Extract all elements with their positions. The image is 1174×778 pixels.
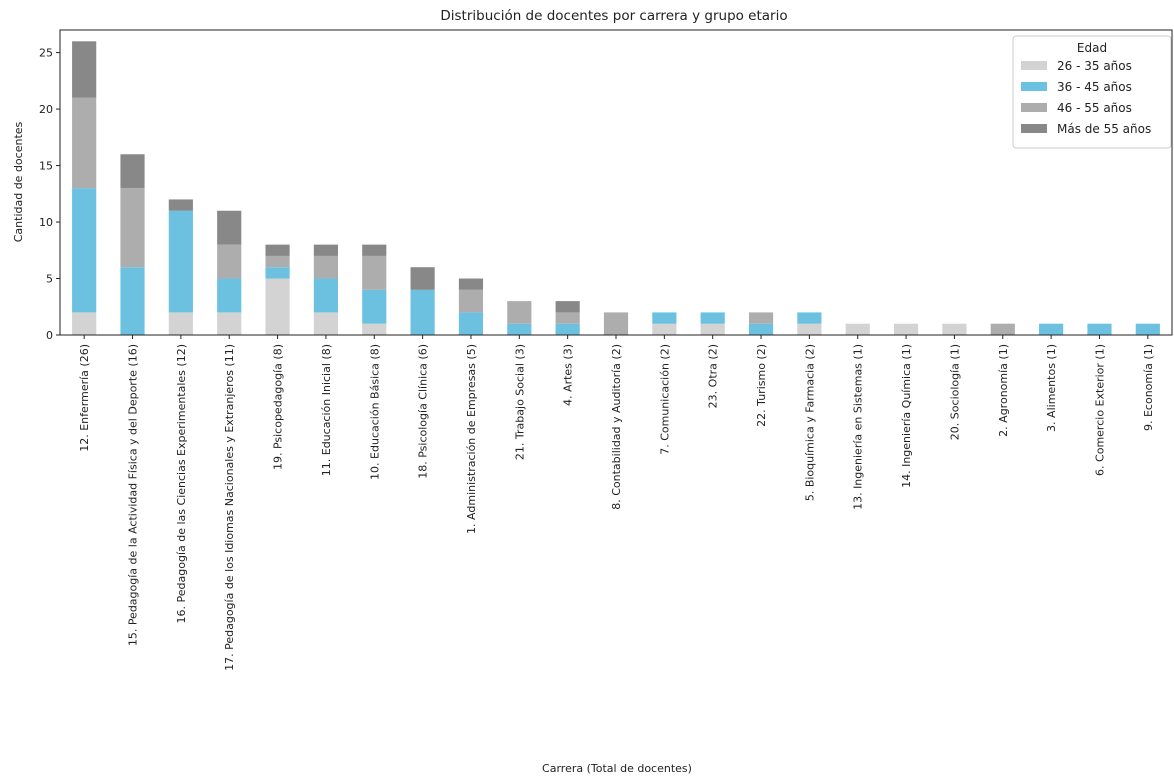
bar-segment-2-22 xyxy=(1087,323,1112,335)
bar-segment-4-2 xyxy=(120,154,145,189)
bar-segment-2-16 xyxy=(797,312,822,324)
bar-segment-2-15 xyxy=(748,323,774,335)
bar-segment-3-9 xyxy=(458,289,484,313)
x-tick-label: 3. Alimentos (1) xyxy=(1045,344,1058,432)
bar-segment-2-6 xyxy=(313,278,338,313)
x-tick-label: 19. Psicopedagogía (8) xyxy=(272,344,285,470)
x-tick-label: 21. Trabajo Social (3) xyxy=(513,344,526,460)
x-tick-label: 13. Ingeniería en Sistemas (1) xyxy=(852,344,865,510)
y-tick-label: 0 xyxy=(46,329,53,342)
bar-segment-4-5 xyxy=(265,244,290,256)
bar-segment-3-11 xyxy=(555,312,580,324)
bar-segment-2-8 xyxy=(410,289,435,335)
legend-label-4: Más de 55 años xyxy=(1057,122,1151,136)
y-axis-title: Cantidad de docentes xyxy=(12,121,25,242)
bar-segment-4-4 xyxy=(217,210,242,245)
bar-segment-1-6 xyxy=(313,312,338,335)
bar-segment-4-11 xyxy=(555,301,580,313)
bar-segment-2-13 xyxy=(652,312,677,324)
bar-segment-2-7 xyxy=(362,289,387,324)
x-tick-label: 5. Bioquímica y Farmacia (2) xyxy=(803,344,816,501)
x-tick-label: 22. Turismo (2) xyxy=(755,344,768,427)
legend-box xyxy=(1012,35,1172,149)
bar-segment-1-14 xyxy=(700,323,725,335)
bar-segment-2-14 xyxy=(700,312,725,324)
bar-segment-1-7 xyxy=(362,323,387,335)
x-tick-label: 4. Artes (3) xyxy=(562,344,575,406)
bar-segment-1-17 xyxy=(845,323,870,335)
x-tick-label: 1. Administración de Empresas (5) xyxy=(465,344,478,534)
x-tick-label: 9. Economía (1) xyxy=(1142,344,1155,431)
y-tick-label: 10 xyxy=(39,216,53,229)
x-axis-title: Carrera (Total de docentes) xyxy=(542,762,692,775)
bar-segment-1-13 xyxy=(652,323,677,335)
x-tick-label: 20. Sociología (1) xyxy=(948,344,961,440)
legend: Edad 26 - 35 años 36 - 45 años 46 - 55 años… xyxy=(1012,35,1172,149)
x-tick-label: 17. Pedagogía de los Idiomas Nacionales … xyxy=(223,344,236,671)
legend-label-3: 46 - 55 años xyxy=(1057,101,1132,115)
y-tick-label: 25 xyxy=(39,47,53,60)
x-tick-label: 11. Educación Inicial (8) xyxy=(320,344,333,476)
x-tick-label: 16. Pedagogía de las Ciencias Experiment… xyxy=(175,344,188,623)
plot-frame xyxy=(59,29,1173,336)
bars-layer xyxy=(72,41,1160,335)
bar-segment-4-1 xyxy=(72,41,97,98)
legend-swatch-3 xyxy=(1021,103,1047,112)
bar-segment-4-9 xyxy=(458,278,484,290)
bar-segment-3-7 xyxy=(362,255,387,290)
axes-layer: 12. Enfermería (26) 15. Pedagogía de la A… xyxy=(39,29,1173,671)
bar-segment-4-8 xyxy=(410,267,435,290)
bar-segment-1-18 xyxy=(894,323,919,335)
bar-segment-2-2 xyxy=(120,267,145,335)
bar-segment-1-3 xyxy=(168,312,193,335)
x-tick-label: 14. Ingeniería Química (1) xyxy=(900,344,913,488)
x-tick-label: 10. Educación Básica (8) xyxy=(368,344,381,480)
bar-segment-3-4 xyxy=(217,244,242,279)
x-tick-label: 8. Contabilidad y Auditoría (2) xyxy=(610,344,623,510)
bar-segment-3-1 xyxy=(72,97,97,189)
legend-swatch-2 xyxy=(1021,82,1047,91)
bar-segment-1-4 xyxy=(217,312,242,335)
bar-segment-3-15 xyxy=(748,312,774,324)
legend-label-2: 36 - 45 años xyxy=(1057,80,1132,94)
x-tick-label: 2. Agronomía (1) xyxy=(997,344,1010,437)
bar-segment-1-1 xyxy=(72,312,97,335)
bar-segment-4-7 xyxy=(362,244,387,256)
bar-segment-2-9 xyxy=(458,312,484,335)
x-tick-label: 7. Comunicación (2) xyxy=(658,344,671,455)
y-tick-label: 15 xyxy=(39,160,53,173)
legend-title: Edad xyxy=(1077,41,1107,55)
bar-segment-1-16 xyxy=(797,323,822,335)
bar-segment-3-6 xyxy=(313,255,338,279)
bar-segment-2-21 xyxy=(1039,323,1064,335)
bar-segment-1-5 xyxy=(265,278,290,335)
y-tick-label: 5 xyxy=(46,273,53,286)
x-tick-label: 12. Enfermería (26) xyxy=(78,344,91,452)
chart-title: Distribución de docentes por carrera y g… xyxy=(440,8,787,24)
bar-segment-2-11 xyxy=(555,323,580,335)
bar-segment-3-2 xyxy=(120,188,145,268)
bar-segment-2-4 xyxy=(217,278,242,313)
bar-segment-3-12 xyxy=(603,312,629,335)
bar-segment-4-6 xyxy=(313,244,338,256)
legend-swatch-4 xyxy=(1021,124,1047,133)
legend-swatch-1 xyxy=(1021,61,1047,70)
bar-segment-2-10 xyxy=(507,323,532,335)
x-tick-label: 18. Psicología Clínica (6) xyxy=(417,344,430,479)
bar-segment-4-3 xyxy=(168,199,193,211)
legend-label-1: 26 - 35 años xyxy=(1057,59,1132,73)
bar-segment-3-10 xyxy=(507,301,532,324)
bar-segment-3-20 xyxy=(990,323,1015,335)
bar-segment-3-5 xyxy=(265,255,290,268)
x-tick-label: 15. Pedagogía de la Actividad Física y d… xyxy=(127,344,140,646)
bar-segment-2-3 xyxy=(168,210,193,313)
x-tick-label: 23. Otra (2) xyxy=(707,344,720,408)
bar-segment-1-19 xyxy=(942,323,967,335)
bar-segment-2-5 xyxy=(265,267,290,279)
bar-segment-2-23 xyxy=(1135,323,1160,335)
bar-segment-2-1 xyxy=(72,188,97,313)
x-tick-label: 6. Comercio Exterior (1) xyxy=(1093,344,1106,476)
y-tick-label: 20 xyxy=(39,103,53,116)
